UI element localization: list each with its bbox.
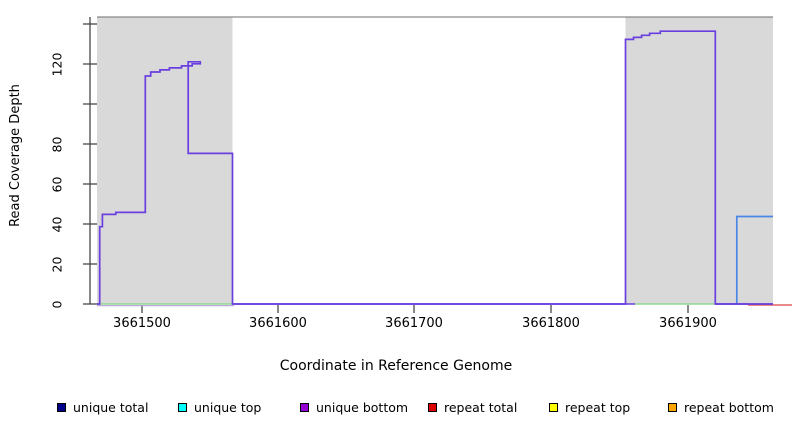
shaded-region-right (625, 17, 773, 304)
chart-legend: unique total unique top unique bottom re… (0, 398, 792, 420)
x-tick-label-5: 3661900 (659, 316, 717, 331)
legend-swatch-repeat-top (549, 402, 558, 412)
x-tick-label-3: 3661700 (385, 316, 443, 331)
x-axis-title: Coordinate in Reference Genome (279, 358, 513, 374)
legend-item-unique-total[interactable]: unique total (57, 398, 148, 416)
legend-swatch-unique-total (57, 402, 66, 412)
y-tick-label-20: 20 (49, 256, 65, 273)
y-tick-label-0: 0 (49, 300, 65, 309)
legend-label-unique-top: unique top (194, 399, 262, 415)
x-tick-label-1: 3661500 (113, 316, 171, 331)
y-axis-title-wrap: Read Coverage Depth (0, 0, 30, 310)
legend-label-repeat-bottom: repeat bottom (684, 399, 774, 415)
shaded-regions (97, 17, 773, 304)
x-axis-ticks (141, 305, 689, 313)
legend-label-repeat-top: repeat top (565, 399, 631, 415)
series-unique-top (735, 215, 773, 304)
legend-label-repeat-total: repeat total (444, 399, 518, 415)
y-tick-label-60: 60 (49, 176, 65, 193)
legend-item-unique-bottom[interactable]: unique bottom (300, 398, 408, 416)
x-tick-label-4: 3661800 (522, 316, 580, 331)
x-tick-label-2: 3661600 (249, 316, 307, 331)
y-tick-label-120: 120 (49, 52, 65, 77)
y-axis-ticks (83, 23, 97, 305)
legend-swatch-unique-top (178, 402, 187, 412)
legend-item-repeat-total[interactable]: repeat total (428, 398, 517, 416)
legend-label-unique-total: unique total (73, 399, 149, 415)
legend-swatch-repeat-bottom (668, 402, 677, 412)
y-tick-label-40: 40 (49, 216, 65, 233)
legend-item-repeat-top[interactable]: repeat top (549, 398, 630, 416)
legend-swatch-repeat-total (428, 402, 437, 412)
legend-item-repeat-bottom[interactable]: repeat bottom (668, 398, 774, 416)
y-tick-label-80: 80 (49, 136, 65, 153)
legend-label-unique-bottom: unique bottom (316, 399, 409, 415)
legend-item-unique-top[interactable]: unique top (178, 398, 261, 416)
shaded-region-left (97, 17, 233, 304)
series-unique-bottom (97, 30, 773, 305)
y-axis-title: Read Coverage Depth (7, 83, 23, 227)
legend-swatch-unique-bottom (300, 402, 309, 412)
